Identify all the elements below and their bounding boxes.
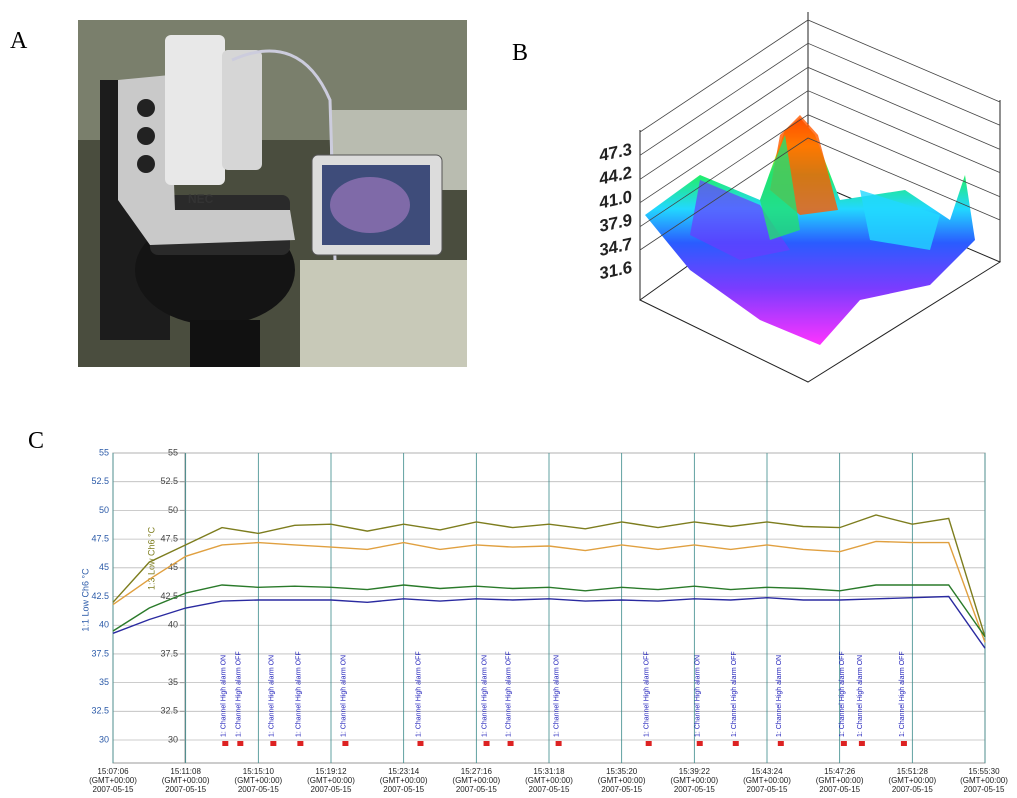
surface-plot: 47.344.241.037.934.731.6 [596, 12, 1002, 383]
x-tick-label: 15:11:08 (GMT+00:00) 2007-05-15 [161, 767, 210, 794]
series-line [112, 584, 986, 638]
annotation: 1: Channel High alarm OFF [731, 651, 738, 737]
panel-label: A [10, 28, 28, 54]
panel-label: C [28, 428, 44, 454]
annotation: 1: Channel High alarm ON [268, 655, 275, 737]
z-tick-label: 37.9 [597, 210, 634, 236]
annotation-marker [483, 741, 490, 746]
annotation-marker [732, 741, 739, 746]
series-line [112, 540, 986, 643]
y2-tick-label: 45 [168, 562, 178, 572]
annotation: 1: Channel High alarm ON [695, 655, 702, 737]
series-line [112, 514, 986, 637]
annotation-marker [417, 741, 424, 746]
annotation: 1: Channel High alarm ON [340, 655, 347, 737]
grid-line [639, 114, 1001, 228]
annotation: 1: Channel High alarm ON [482, 655, 489, 737]
y2-tick-label: 32.5 [160, 706, 178, 716]
annotation-marker [507, 741, 514, 746]
z-tick-label: 44.2 [596, 163, 634, 189]
annotation-marker [237, 741, 244, 746]
grid-line [639, 137, 1001, 251]
y-tick-label: 45 [99, 562, 109, 572]
series-line [112, 595, 986, 649]
annotation-marker [222, 741, 229, 746]
x-tick-label: 15:19:12 (GMT+00:00) 2007-05-15 [307, 767, 355, 794]
x-tick-label: 15:31:18 (GMT+00:00) 2007-05-15 [525, 767, 573, 794]
annotation-marker [858, 741, 865, 746]
x-tick-label: 15:23:14 (GMT+00:00) 2007-05-15 [379, 767, 428, 794]
y2-tick-label: 47.5 [160, 533, 178, 543]
annotation-marker [270, 741, 277, 746]
annotation-marker [342, 741, 349, 746]
x-tick-label: 15:39:22 (GMT+00:00) 2007-05-15 [670, 767, 719, 794]
annotation: 1: Channel High alarm ON [857, 655, 864, 737]
annotation: 1: Channel High alarm ON [220, 655, 227, 737]
grid-line [639, 90, 1001, 203]
y-axis-label: 1:1 Low Ch6 °C [80, 568, 90, 632]
y-tick-label: 52.5 [91, 476, 109, 486]
y2-tick-label: 37.5 [160, 648, 178, 658]
y2-tick-label: 50 [168, 505, 178, 515]
y2-axis-label: 1:3 Low Ch6 °C [146, 526, 156, 590]
y-tick-label: 30 [99, 734, 109, 744]
z-tick-label: 31.6 [597, 258, 634, 284]
annotation-marker [297, 741, 304, 746]
y2-tick-label: 42.5 [160, 591, 178, 601]
x-tick-label: 15:47:26 (GMT+00:00) 2007-05-15 [815, 767, 864, 794]
annotation: 1: Channel High alarm OFF [899, 651, 906, 737]
z-tick-label: 47.3 [596, 140, 634, 166]
panel-label: B [512, 40, 528, 66]
x-tick-label: 15:43:24 (GMT+00:00) 2007-05-15 [743, 767, 791, 794]
annotation: 1: Channel High alarm OFF [415, 651, 422, 737]
x-tick-label: 15:07:06 (GMT+00:00) 2007-05-15 [89, 767, 137, 794]
y-tick-label: 42.5 [91, 591, 109, 601]
x-tick-label: 15:15:10 (GMT+00:00) 2007-05-15 [234, 767, 283, 794]
y2-tick-label: 35 [168, 677, 178, 687]
annotation-marker [840, 741, 847, 746]
x-tick-label: 15:55:30 (GMT+00:00) 2007-05-15 [960, 767, 1008, 794]
annotation-marker [555, 741, 562, 746]
y-tick-label: 50 [99, 505, 109, 515]
y-tick-label: 32.5 [91, 706, 109, 716]
y-tick-label: 47.5 [91, 533, 109, 543]
annotation: 1: Channel High alarm ON [776, 655, 783, 737]
x-tick-label: 15:27:16 (GMT+00:00) 2007-05-15 [452, 767, 501, 794]
annotation-marker [900, 741, 907, 746]
x-tick-label: 15:35:20 (GMT+00:00) 2007-05-15 [597, 767, 646, 794]
grid-line [639, 66, 1001, 180]
y-tick-label: 35 [99, 677, 109, 687]
y-tick-label: 40 [99, 620, 109, 630]
annotation: 1: Channel High alarm ON [554, 655, 561, 737]
grid-line [639, 19, 1001, 133]
annotation-marker [645, 741, 652, 746]
x-tick-label: 15:51:28 (GMT+00:00) 2007-05-15 [888, 767, 937, 794]
photo: NEC [78, 20, 467, 367]
annotation-marker [696, 741, 703, 746]
z-tick-label: 41.0 [596, 187, 634, 213]
y2-tick-label: 55 [168, 447, 178, 457]
y2-tick-label: 40 [168, 620, 178, 630]
annotation-marker [777, 741, 784, 746]
y-tick-label: 37.5 [91, 648, 109, 658]
annotation: 1: Channel High alarm OFF [839, 651, 846, 737]
z-tick-label: 34.7 [597, 234, 635, 260]
annotation: 1: Channel High alarm OFF [235, 651, 242, 737]
y-tick-label: 55 [99, 447, 109, 457]
annotation: 1: Channel High alarm OFF [644, 651, 651, 737]
y2-tick-label: 30 [168, 734, 178, 744]
grid-line [639, 42, 1001, 156]
annotation: 1: Channel High alarm OFF [506, 651, 513, 737]
annotation: 1: Channel High alarm OFF [295, 651, 302, 737]
y2-tick-label: 52.5 [160, 476, 178, 486]
svg-text:NEC: NEC [188, 192, 214, 206]
